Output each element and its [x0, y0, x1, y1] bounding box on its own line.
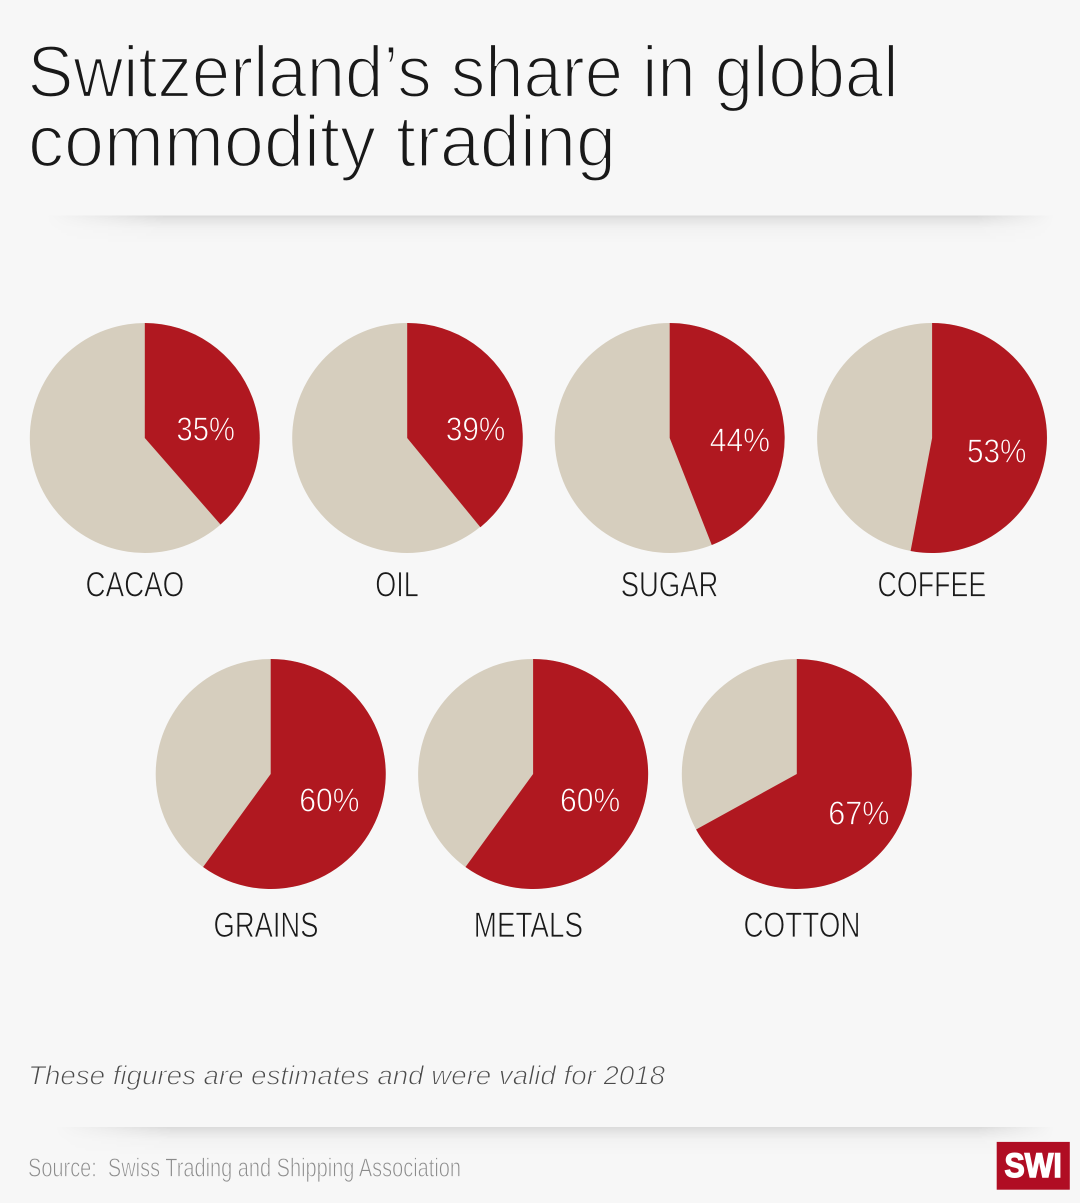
svg-text:GRAINS: GRAINS	[214, 906, 319, 945]
svg-text:CACAO: CACAO	[86, 566, 185, 605]
svg-text:Switzerland’s share in global: Switzerland’s share in global	[28, 32, 899, 113]
svg-text:These figures are estimates an: These figures are estimates and were val…	[28, 1061, 665, 1091]
svg-text:Source: Swiss Trading and Shi: Source: Swiss Trading and Shipping Assoc…	[28, 1155, 461, 1183]
svg-text:67%: 67%	[828, 795, 889, 832]
svg-text:commodity trading: commodity trading	[28, 102, 616, 183]
svg-text:60%: 60%	[560, 781, 620, 818]
svg-text:COFFEE: COFFEE	[878, 566, 987, 605]
svg-text:SUGAR: SUGAR	[621, 566, 719, 605]
svg-text:OIL: OIL	[375, 566, 419, 605]
svg-text:60%: 60%	[299, 782, 359, 819]
svg-text:39%: 39%	[446, 411, 506, 448]
svg-text:COTTON: COTTON	[743, 906, 860, 945]
svg-text:35%: 35%	[177, 411, 235, 448]
svg-text:SWI: SWI	[1005, 1147, 1062, 1185]
svg-text:METALS: METALS	[474, 906, 583, 945]
svg-text:44%: 44%	[710, 422, 770, 459]
svg-text:53%: 53%	[967, 433, 1027, 470]
